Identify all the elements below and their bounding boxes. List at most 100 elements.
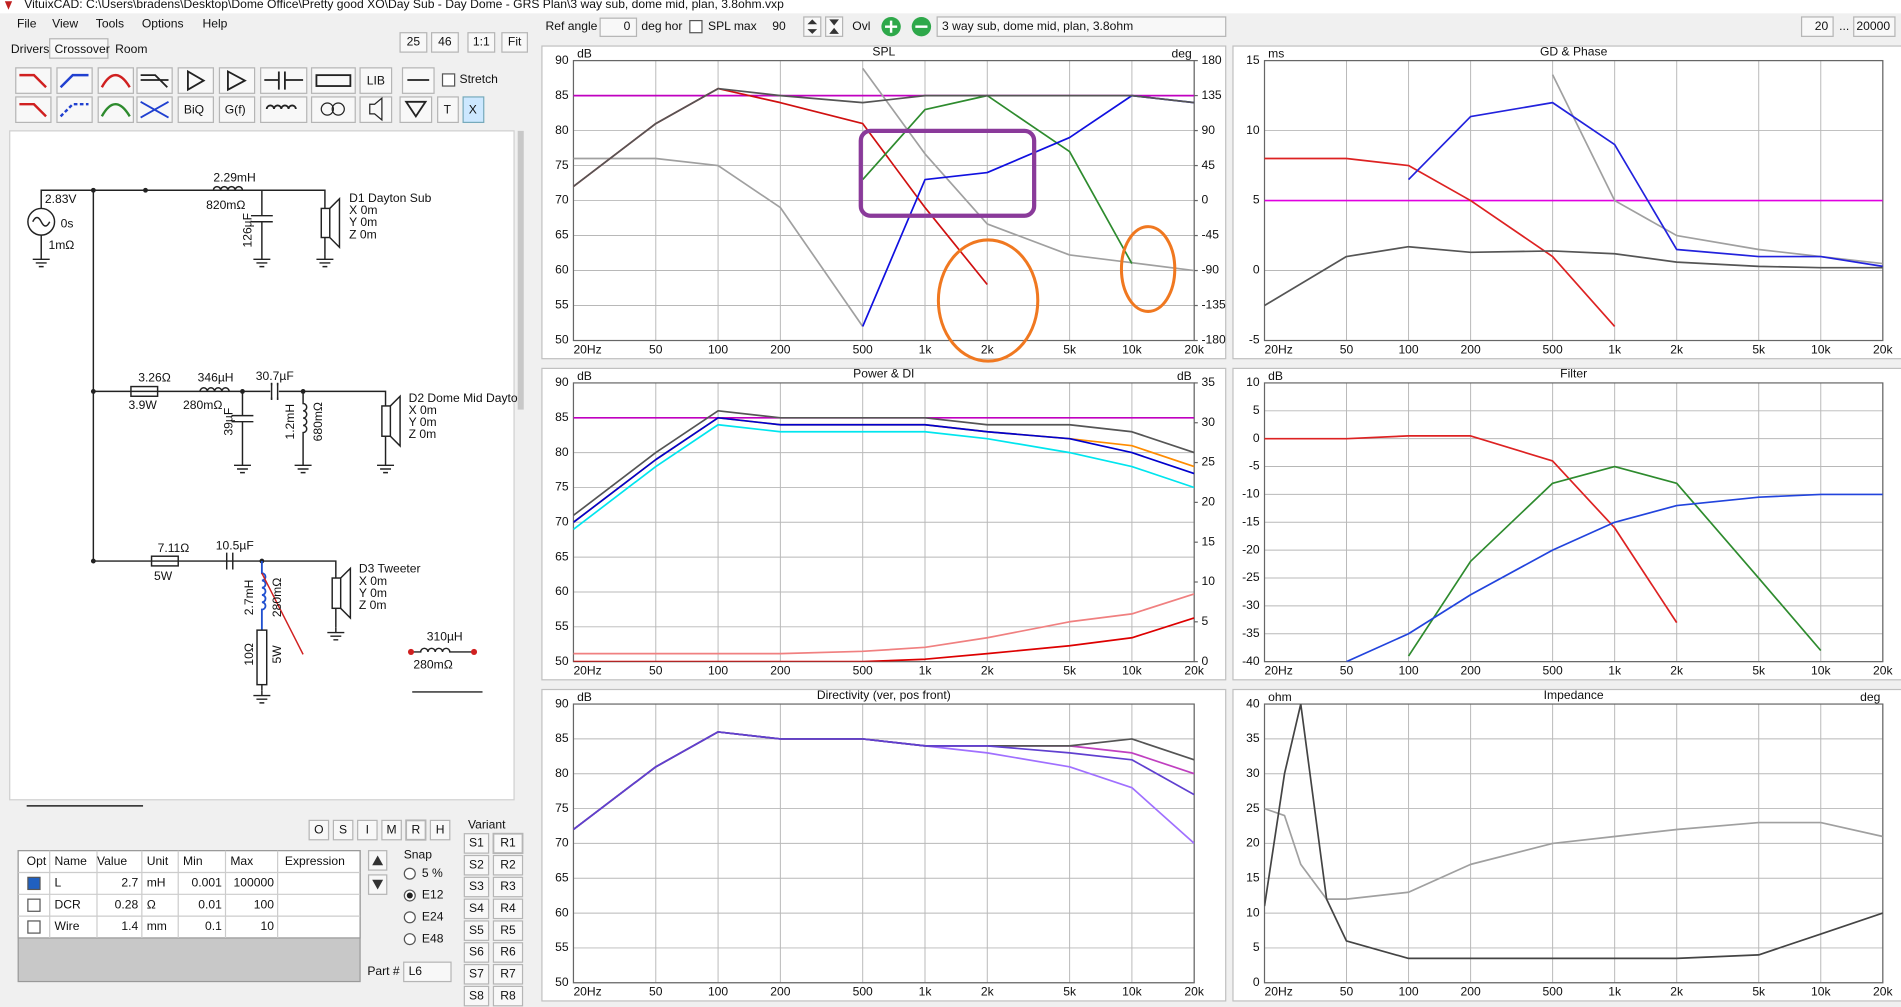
variant-r-button[interactable]: [492, 920, 524, 941]
fmin-value: 20: [1815, 19, 1829, 33]
menu-item[interactable]: Tools: [96, 16, 124, 30]
series-line: [1407, 101, 1883, 268]
schematic-label: 1.2mH: [283, 404, 297, 440]
x-tick-label: 10k: [1811, 985, 1831, 999]
x-tick-label: 500: [853, 985, 873, 999]
snap-option: E12: [422, 888, 444, 902]
tool-icons[interactable]: [15, 67, 485, 123]
y2-tick-label: 25: [1201, 455, 1215, 469]
y-axis-label: ms: [1268, 47, 1284, 61]
x-tick-label: 2k: [981, 664, 995, 678]
variant-s-button[interactable]: [463, 833, 490, 854]
row-checkbox[interactable]: [27, 898, 41, 912]
spl-max-checkbox[interactable]: [689, 19, 703, 34]
schematic-label: 126µF: [241, 213, 255, 248]
y-tick-label: 35: [1246, 731, 1260, 745]
spin-button[interactable]: [803, 16, 822, 37]
y-tick-label: -5: [1249, 333, 1260, 347]
chart-title: Impedance: [1544, 688, 1604, 702]
mode-button[interactable]: [308, 819, 330, 841]
x-tick-label: 1k: [1608, 342, 1622, 356]
variant-s-button[interactable]: [463, 876, 490, 898]
snap-radio[interactable]: [403, 911, 416, 924]
ref-angle-input[interactable]: [599, 17, 638, 37]
snap-title: Snap: [404, 848, 433, 862]
y-tick-label: 90: [555, 53, 569, 67]
scrollbar[interactable]: [517, 130, 524, 410]
menu-item[interactable]: View: [52, 16, 78, 30]
zoom-button[interactable]: [467, 32, 496, 53]
variant-r-button[interactable]: [492, 942, 524, 963]
fmin-box[interactable]: [1800, 16, 1834, 37]
y-tick-label: 90: [555, 696, 569, 710]
plot-frame: [1263, 382, 1884, 663]
variant-s-label: S8: [469, 988, 484, 1002]
tab[interactable]: Room: [115, 42, 147, 56]
schematic-label: D3 Tweeter: [359, 562, 421, 576]
mode-button[interactable]: [429, 819, 451, 841]
row-checkbox[interactable]: [27, 876, 41, 891]
variant-r-button[interactable]: [492, 898, 524, 920]
variant-s-button[interactable]: [463, 942, 490, 963]
menu-item[interactable]: File: [17, 16, 37, 30]
variant-r-button[interactable]: [492, 963, 524, 985]
sort-button[interactable]: [825, 16, 844, 37]
variant-s-label: S7: [469, 966, 484, 980]
x-tick-label: 200: [770, 664, 790, 678]
part-label: Part #: [367, 964, 400, 978]
fmax-box[interactable]: [1853, 16, 1896, 37]
active-tab-bg[interactable]: [49, 38, 109, 59]
x-tick-label: 20k: [1873, 342, 1893, 356]
row-checkbox[interactable]: [27, 920, 41, 934]
zoom-button[interactable]: [430, 32, 459, 53]
snap-radio[interactable]: [403, 867, 416, 880]
series-line: [573, 423, 1195, 530]
x-tick-label: 2k: [981, 342, 995, 356]
x-tick-label: 500: [1543, 342, 1563, 356]
variant-s-button[interactable]: [463, 920, 490, 941]
mode-button[interactable]: [357, 819, 378, 841]
x-tick-label: 20k: [1184, 342, 1204, 356]
table-cell: L: [55, 876, 62, 890]
tab[interactable]: Crossover: [55, 42, 110, 56]
mode-button[interactable]: [405, 819, 427, 841]
variant-s-button[interactable]: [463, 898, 490, 920]
zoom-button[interactable]: [501, 32, 528, 53]
mode-button[interactable]: [332, 819, 354, 841]
menu-item[interactable]: Options: [142, 16, 184, 30]
variant-s-button[interactable]: [463, 854, 490, 876]
y2-tick-label: -135: [1201, 298, 1226, 312]
variant-r-button[interactable]: [492, 876, 524, 898]
schematic-label: Z 0m: [359, 598, 387, 612]
zoom-button[interactable]: [399, 32, 428, 53]
plot-frame: [1263, 703, 1884, 984]
x-tick-label: 20k: [1184, 985, 1204, 999]
description-box[interactable]: [936, 16, 1227, 37]
tab[interactable]: Drivers: [11, 42, 49, 56]
snap-radio[interactable]: [403, 933, 416, 946]
y-tick-label: 75: [555, 158, 569, 172]
y-tick-label: 85: [555, 410, 569, 424]
series-line: [573, 731, 1195, 831]
schematic-label: 7.11Ω: [158, 541, 190, 555]
x-tick-label: 20k: [1184, 664, 1204, 678]
y-tick-label: -35: [1242, 626, 1260, 640]
y-tick-label: -25: [1242, 570, 1260, 584]
mode-button[interactable]: [381, 819, 402, 841]
table-header: Max: [230, 854, 253, 868]
zoom-label: Fit: [508, 35, 522, 49]
variant-r-label: R7: [500, 966, 516, 980]
x-tick-label: 1k: [1608, 985, 1622, 999]
mode-label: O: [314, 822, 323, 836]
y-tick-label: 40: [1246, 696, 1260, 710]
part-input[interactable]: [403, 961, 452, 983]
schematic-label: D2 Dome Mid Dayto: [409, 391, 518, 405]
variant-r-button[interactable]: [492, 985, 524, 1007]
variant-s-button[interactable]: [463, 985, 490, 1007]
variant-r-label: R5: [500, 923, 516, 937]
menu-item[interactable]: Help: [202, 16, 227, 30]
variant-r-button[interactable]: [492, 832, 524, 855]
chart-title: SPL: [872, 44, 895, 58]
variant-r-button[interactable]: [492, 854, 524, 876]
variant-s-button[interactable]: [463, 963, 490, 985]
